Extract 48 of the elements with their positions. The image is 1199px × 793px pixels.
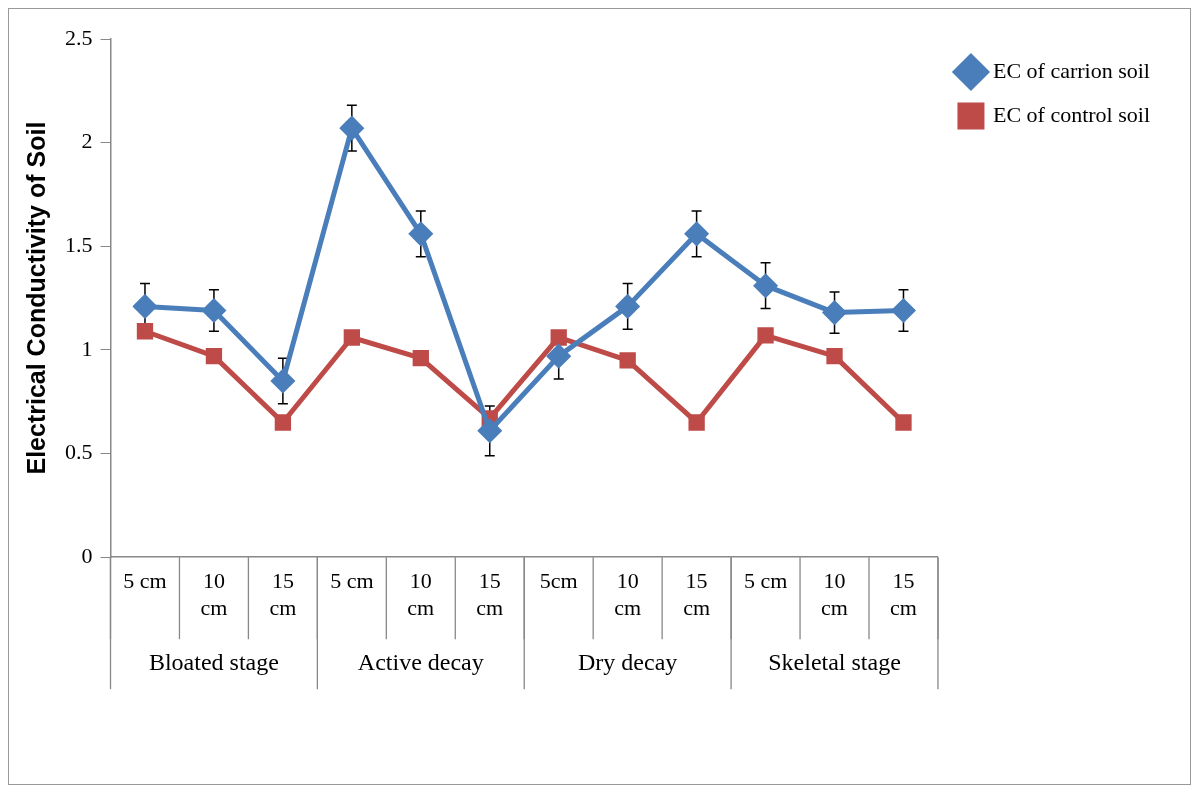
point — [343, 329, 360, 346]
point — [891, 299, 915, 323]
point — [826, 347, 843, 365]
point — [133, 294, 157, 318]
point — [547, 344, 571, 368]
point — [895, 414, 912, 431]
point — [754, 274, 778, 298]
point — [478, 419, 502, 443]
y-tick-label: 0 — [81, 542, 93, 568]
y-axis-title: Electrical Conductivity of Soil — [21, 121, 50, 475]
legend-label: EC of control soil — [992, 101, 1151, 127]
x-tick-label: 15 cm — [269, 568, 297, 620]
y-tick-label: 1.5 — [65, 232, 93, 258]
point — [550, 329, 567, 346]
point — [823, 301, 847, 325]
point — [274, 414, 292, 431]
x-tick-label: 5 cm — [743, 568, 788, 594]
point — [688, 414, 705, 431]
point — [409, 222, 433, 246]
point — [271, 369, 295, 393]
point — [619, 352, 636, 369]
x-tick-label: 10 cm — [200, 568, 228, 620]
legend-label: EC of carrion soil — [992, 57, 1150, 83]
text: Skeletal stage — [768, 649, 901, 676]
point — [412, 350, 429, 367]
text: Bloated stage — [148, 649, 279, 676]
x-tick-label: 15 cm — [890, 568, 917, 620]
x-tick-label: 15 cm — [683, 568, 711, 620]
text: Dry decay — [578, 649, 678, 676]
x-tick-label: 5 cm — [123, 568, 167, 594]
point — [340, 116, 364, 140]
point — [136, 323, 154, 340]
y-tick-label: 0.5 — [65, 439, 93, 465]
x-tick-label: 5 cm — [330, 568, 374, 594]
y-tick-label: 1 — [81, 335, 93, 361]
y-tick-label: 2 — [81, 128, 93, 154]
text: Active decay — [357, 649, 484, 676]
x-tick-label: 10 cm — [407, 568, 435, 620]
point — [757, 327, 774, 344]
x-tick-label: 15 cm — [476, 568, 504, 620]
x-tick-label: 5cm — [539, 568, 578, 594]
x-tick-label: 10 cm — [821, 568, 848, 620]
point — [205, 347, 223, 365]
point — [202, 299, 226, 323]
point — [616, 294, 640, 318]
point — [685, 222, 709, 246]
y-tick-label: 2.5 — [65, 24, 93, 50]
x-tick-label: 10 cm — [614, 568, 642, 620]
